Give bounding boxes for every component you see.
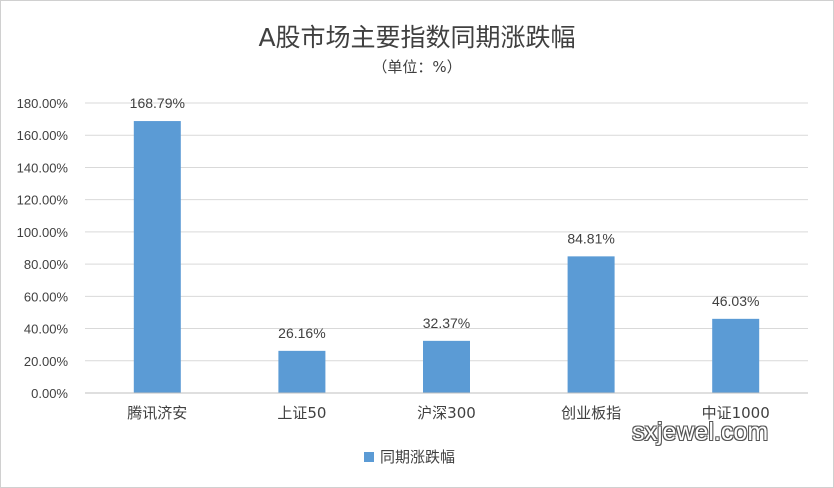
x-tick-label: 沪深300	[417, 404, 476, 422]
y-tick-label: 180.00%	[17, 96, 69, 111]
chart-title: A股市场主要指数同期涨跌幅	[258, 23, 576, 52]
x-tick-label: 创业板指	[561, 404, 621, 422]
watermark: sxjewel.com	[632, 418, 769, 446]
y-tick-label: 120.00%	[17, 193, 69, 208]
bar	[423, 340, 470, 393]
data-labels: 168.79% 26.16% 32.37% 84.81% 46.03%	[130, 95, 760, 341]
legend-label: 同期涨跌幅	[380, 448, 456, 466]
x-axis: 腾讯济安 上证50 沪深300 创业板指 中证1000	[85, 392, 808, 422]
y-axis: 0.00% 20.00% 40.00% 60.00% 80.00% 100.00% 120.…	[17, 96, 69, 401]
y-tick-label: 40.00%	[24, 322, 69, 337]
y-tick-label: 0.00%	[31, 386, 68, 401]
bar	[278, 350, 326, 393]
chart-subtitle: （单位：%）	[372, 58, 462, 76]
data-label: 168.79%	[130, 95, 185, 111]
x-tick-label: 上证50	[277, 404, 326, 422]
bars	[133, 121, 760, 394]
y-tick-label: 100.00%	[17, 225, 69, 240]
bar	[567, 256, 615, 393]
x-tick-label: 腾讯济安	[127, 404, 187, 422]
bar	[712, 318, 760, 393]
data-label: 26.16%	[278, 325, 325, 341]
data-label: 84.81%	[567, 230, 614, 246]
x-tick-label: 中证1000	[702, 404, 770, 422]
data-label: 32.37%	[423, 315, 470, 331]
y-tick-label: 80.00%	[24, 257, 69, 272]
y-tick-label: 20.00%	[24, 354, 69, 369]
y-tick-label: 160.00%	[17, 128, 69, 143]
y-tick-label: 140.00%	[17, 160, 69, 175]
bar	[133, 121, 181, 394]
data-label: 46.03%	[712, 293, 759, 309]
gridlines	[85, 102, 808, 394]
legend-swatch	[364, 451, 374, 462]
legend: 同期涨跌幅	[364, 446, 455, 467]
y-tick-label: 60.00%	[24, 289, 69, 304]
